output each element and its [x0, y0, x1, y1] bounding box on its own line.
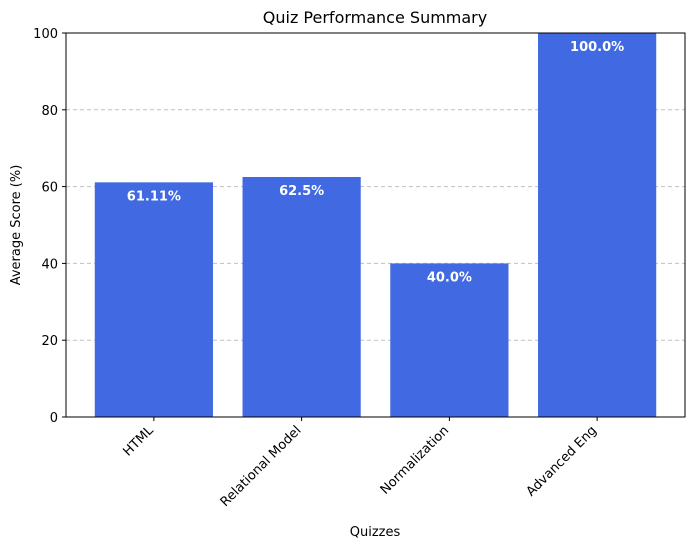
- x-axis-label: Quizzes: [350, 525, 401, 540]
- bar-value-label: 40.0%: [427, 270, 472, 285]
- bar: [390, 263, 509, 417]
- bars: 61.11% 62.5% 40.0% 100.0%: [94, 33, 657, 417]
- bar: [538, 33, 657, 417]
- x-axis-ticks: HTML Relational Model Normalization Advance…: [121, 417, 600, 510]
- y-tick-label: 0: [50, 411, 58, 426]
- grid-lines: [66, 109, 685, 341]
- y-tick-label: 20: [41, 334, 58, 349]
- x-tick-label: Relational Model: [218, 423, 305, 510]
- plot-frame: [65, 32, 686, 418]
- bar-value-label: 61.11%: [127, 189, 181, 204]
- x-tick-label: Normalization: [378, 423, 452, 497]
- bar-value-label: 62.5%: [279, 184, 324, 199]
- x-tick-label: Advanced Eng: [524, 423, 600, 499]
- y-tick-label: 60: [41, 181, 58, 196]
- y-tick-label: 40: [41, 257, 58, 272]
- y-axis-label: Average Score (%): [9, 165, 24, 286]
- bar: [242, 177, 361, 417]
- x-tick-label: HTML: [121, 423, 158, 460]
- chart-title: Quiz Performance Summary: [263, 8, 487, 27]
- y-axis-ticks: 0 20 40 60 80 100: [33, 27, 66, 426]
- bar-value-label: 100.0%: [570, 40, 624, 55]
- y-tick-label: 80: [41, 104, 58, 119]
- y-tick-label: 100: [33, 27, 58, 42]
- bar: [94, 182, 213, 417]
